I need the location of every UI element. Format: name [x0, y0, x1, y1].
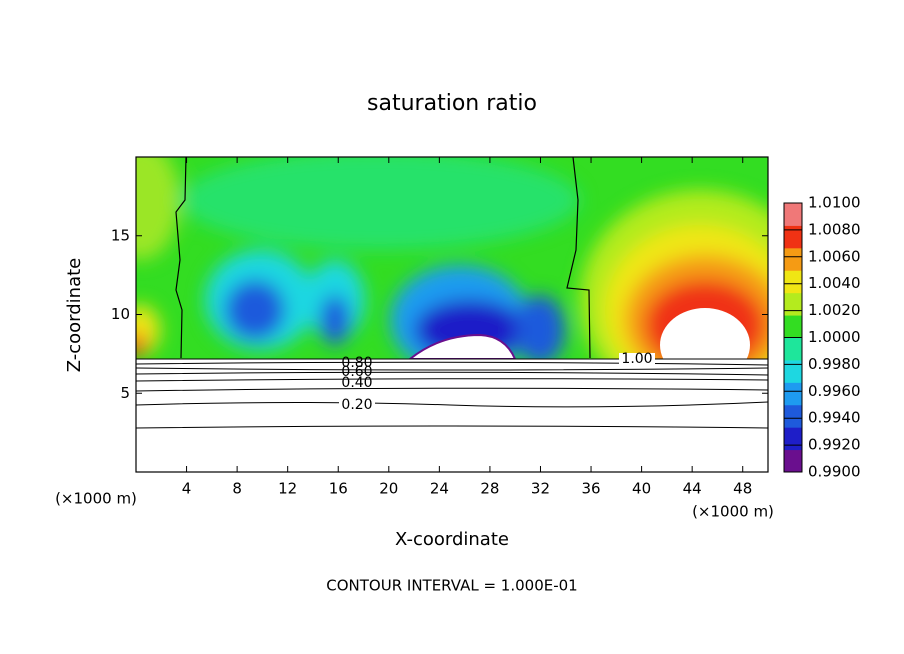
colorbar-label: 0.9920 — [808, 436, 861, 454]
colorbar-label: 0.9980 — [808, 355, 861, 373]
colorbar-segment — [784, 427, 802, 451]
footer: CONTOUR INTERVAL = 1.000E-01 — [326, 577, 577, 595]
colorbar-segment — [784, 382, 802, 406]
x-tick-label: 8 — [232, 480, 242, 498]
colorbar-label: 1.0060 — [808, 247, 861, 265]
contour-label-bg — [339, 399, 375, 411]
colorbar-label: 1.0080 — [808, 220, 861, 238]
colorbar-segment — [784, 270, 802, 294]
contour-label: 0.40 — [341, 375, 372, 391]
y-axis-label: Z-coordinate — [64, 258, 85, 373]
colorbar-segment — [784, 315, 802, 338]
colorbar-label: 1.0100 — [808, 194, 861, 212]
colorbar-segment — [784, 247, 802, 271]
colorbar-label: 1.0000 — [808, 328, 861, 346]
colorbar-segment — [784, 225, 802, 249]
x-tick-label: 20 — [379, 480, 398, 498]
colorbar-segment — [784, 449, 802, 473]
colorbar-segment — [784, 404, 802, 428]
x-axis-label: X-coordinate — [395, 529, 509, 550]
contour-label-bg — [619, 353, 655, 365]
colorbar-segment — [784, 359, 802, 383]
colorbar-segment — [784, 337, 802, 361]
contour-lines — [135, 358, 769, 429]
y-tick-label: 5 — [120, 384, 130, 402]
colorbar-label: 0.9900 — [808, 463, 861, 481]
x-tick-label: 12 — [278, 480, 297, 498]
x-tick-label: 40 — [632, 480, 651, 498]
field — [136, 157, 768, 359]
x-tick-label: 28 — [480, 480, 499, 498]
colorbar-label: 0.9940 — [808, 409, 861, 427]
y-unit: (×1000 m) — [55, 490, 137, 508]
x-tick-label: 44 — [683, 480, 702, 498]
contour-label: 0.20 — [341, 397, 372, 413]
colorbar-label: 0.9960 — [808, 382, 861, 400]
x-tick-label: 48 — [733, 480, 752, 498]
chart-title: saturation ratio — [367, 91, 537, 116]
x-tick-label: 4 — [182, 480, 192, 498]
colorbar-label: 1.0020 — [808, 301, 861, 319]
x-tick-label: 32 — [531, 480, 550, 498]
contour-label: 0.60 — [341, 364, 372, 380]
x-tick-label: 16 — [329, 480, 348, 498]
colorbar-segment — [784, 292, 802, 316]
y-tick-label: 15 — [111, 226, 130, 244]
contour-label: 1.00 — [621, 351, 652, 367]
x-tick-label: 24 — [430, 480, 449, 498]
x-unit: (×1000 m) — [692, 503, 774, 521]
x-tick-label: 36 — [581, 480, 600, 498]
colorbar-segment — [784, 203, 802, 226]
y-tick-label: 10 — [111, 305, 130, 323]
contour-label: 0.80 — [341, 355, 372, 371]
colorbar-label: 1.0040 — [808, 274, 861, 292]
